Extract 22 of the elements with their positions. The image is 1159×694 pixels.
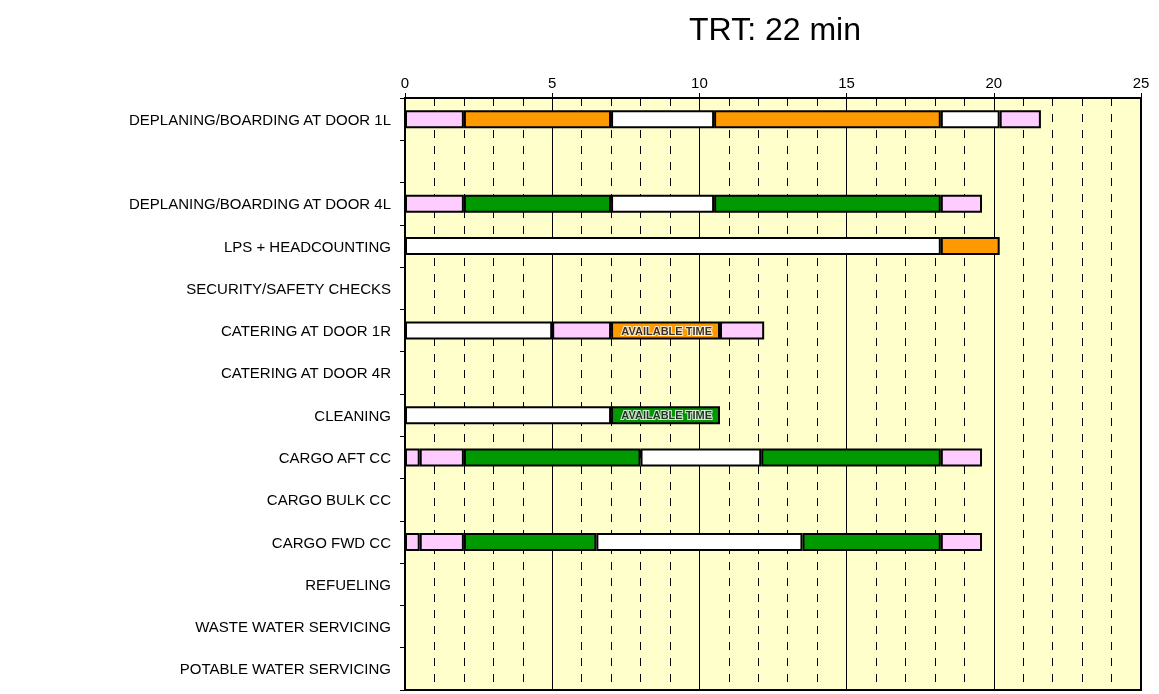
y-tick-label: DEPLANING/BOARDING AT DOOR 1L [128,110,391,128]
annotation: AVAILABLE TIME [621,409,713,422]
annotation: AVAILABLE TIME [621,324,713,337]
y-tick-label: CATERING AT DOOR 1R [220,322,392,340]
y-tick-label: CARGO BULK CC [266,491,392,509]
y-tick-label: WASTE WATER SERVICING [195,618,391,636]
y-tick-label: DEPLANING/BOARDING AT DOOR 4L [128,195,391,213]
x-tick-label: 5 [548,74,557,91]
y-tick-label: CARGO AFT CC [278,448,392,466]
chart-title: TRT: 22 min [689,11,861,47]
x-tick-label: 10 [691,74,708,91]
y-tick-label: POTABLE WATER SERVICING [179,660,391,678]
y-tick-label: CARGO FWD CC [271,533,392,551]
y-tick-label: LPS + HEADCOUNTING [223,237,391,255]
y-tick-label: REFUELING [305,575,391,593]
x-tick-label: 25 [1132,74,1150,91]
y-tick-label: SECURITY/SAFETY CHECKS [186,279,391,297]
x-tick-label: 20 [985,74,1003,91]
x-tick-label: 0 [400,74,410,91]
x-tick-label: 15 [838,74,855,91]
y-tick-label: CATERING AT DOOR 4R [220,364,392,382]
y-tick-label: CLEANING [314,406,391,424]
